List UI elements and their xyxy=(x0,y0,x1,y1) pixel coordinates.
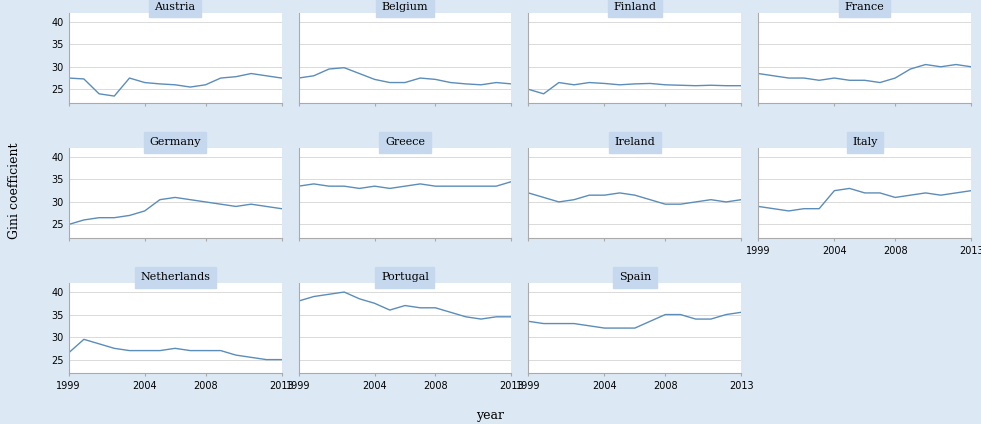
Title: Italy: Italy xyxy=(852,137,877,147)
Title: Portugal: Portugal xyxy=(381,272,429,282)
Title: Belgium: Belgium xyxy=(382,2,429,12)
Title: France: France xyxy=(845,2,885,12)
Title: Netherlands: Netherlands xyxy=(140,272,210,282)
Title: Austria: Austria xyxy=(155,2,195,12)
Text: Gini coefficient: Gini coefficient xyxy=(8,142,22,239)
Text: year: year xyxy=(477,409,504,422)
Title: Germany: Germany xyxy=(149,137,201,147)
Title: Ireland: Ireland xyxy=(614,137,655,147)
Title: Greece: Greece xyxy=(385,137,425,147)
Title: Finland: Finland xyxy=(613,2,656,12)
Title: Spain: Spain xyxy=(619,272,651,282)
